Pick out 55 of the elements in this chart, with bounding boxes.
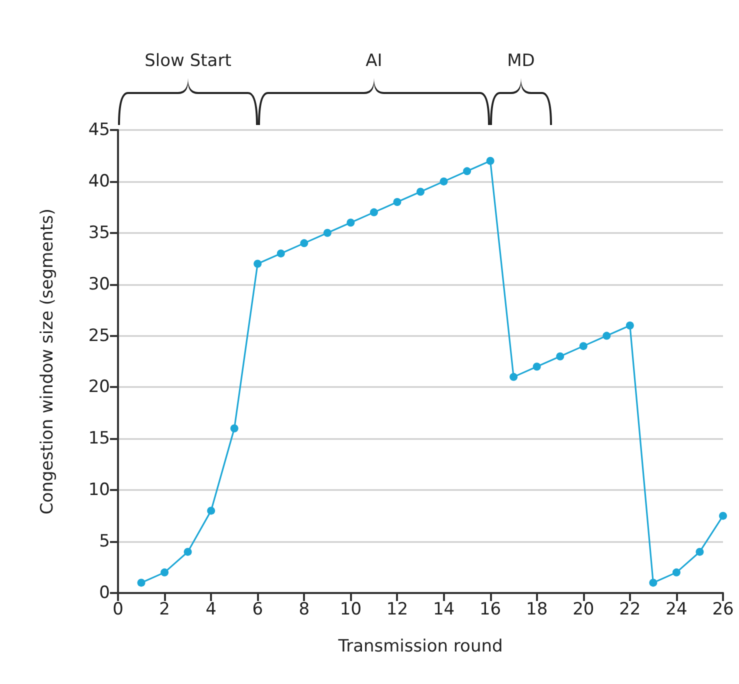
x-tick-label: 2: [159, 600, 170, 620]
point: [137, 578, 146, 587]
point: [440, 177, 448, 186]
point: [719, 512, 727, 520]
point: [184, 548, 192, 556]
point: [276, 249, 285, 258]
y-tick-label: 5: [99, 532, 110, 552]
y-tick-label: 35: [88, 222, 110, 243]
x-tick-label: 10: [340, 600, 362, 620]
x-tick-label: 22: [619, 600, 641, 620]
x-tick-label: 6: [252, 600, 264, 620]
x-tick-label: 26: [712, 600, 734, 620]
point: [300, 239, 308, 248]
point: [207, 506, 216, 515]
x-tick-label: 4: [206, 600, 216, 620]
text: AI: [366, 51, 382, 71]
x-tick-label: 20: [572, 600, 594, 620]
x-tick-label: 24: [666, 600, 688, 620]
x-tick-label: 8: [298, 600, 310, 620]
point: [649, 578, 658, 587]
point: [556, 352, 564, 360]
point: [626, 321, 634, 330]
point: [416, 188, 424, 196]
y-tick-label: 25: [88, 326, 110, 346]
point: [160, 568, 169, 576]
point: [230, 424, 238, 432]
y-tick-label: 20: [88, 377, 110, 398]
point: [532, 362, 541, 371]
point: [393, 198, 402, 206]
point: [463, 167, 472, 176]
y-tick-label: 10: [88, 480, 110, 500]
y-axis-title: Congestion window size (segments): [38, 208, 58, 515]
text: MD: [507, 51, 535, 71]
point: [323, 228, 332, 237]
y-tick-label: 15: [88, 428, 110, 449]
point: [510, 372, 518, 381]
x-axis-title: Transmission round: [337, 636, 503, 656]
point: [696, 548, 704, 556]
y-tick-label: 45: [88, 120, 110, 140]
x-tick-label: 16: [479, 600, 502, 620]
y-tick-label: 0: [99, 583, 110, 603]
x-tick-label: 14: [432, 600, 455, 620]
point: [370, 208, 378, 216]
point: [486, 156, 494, 165]
point: [346, 218, 355, 227]
point: [672, 568, 680, 576]
point: [602, 332, 611, 340]
point: [254, 260, 262, 268]
x-tick-label: 12: [386, 600, 408, 620]
x-tick-label: 18: [526, 600, 548, 620]
y-tick-label: 30: [88, 274, 110, 294]
y-tick-label: 40: [88, 171, 110, 192]
x-tick-label: 0: [112, 600, 124, 620]
text: Slow Start: [144, 51, 232, 71]
point: [579, 342, 588, 350]
